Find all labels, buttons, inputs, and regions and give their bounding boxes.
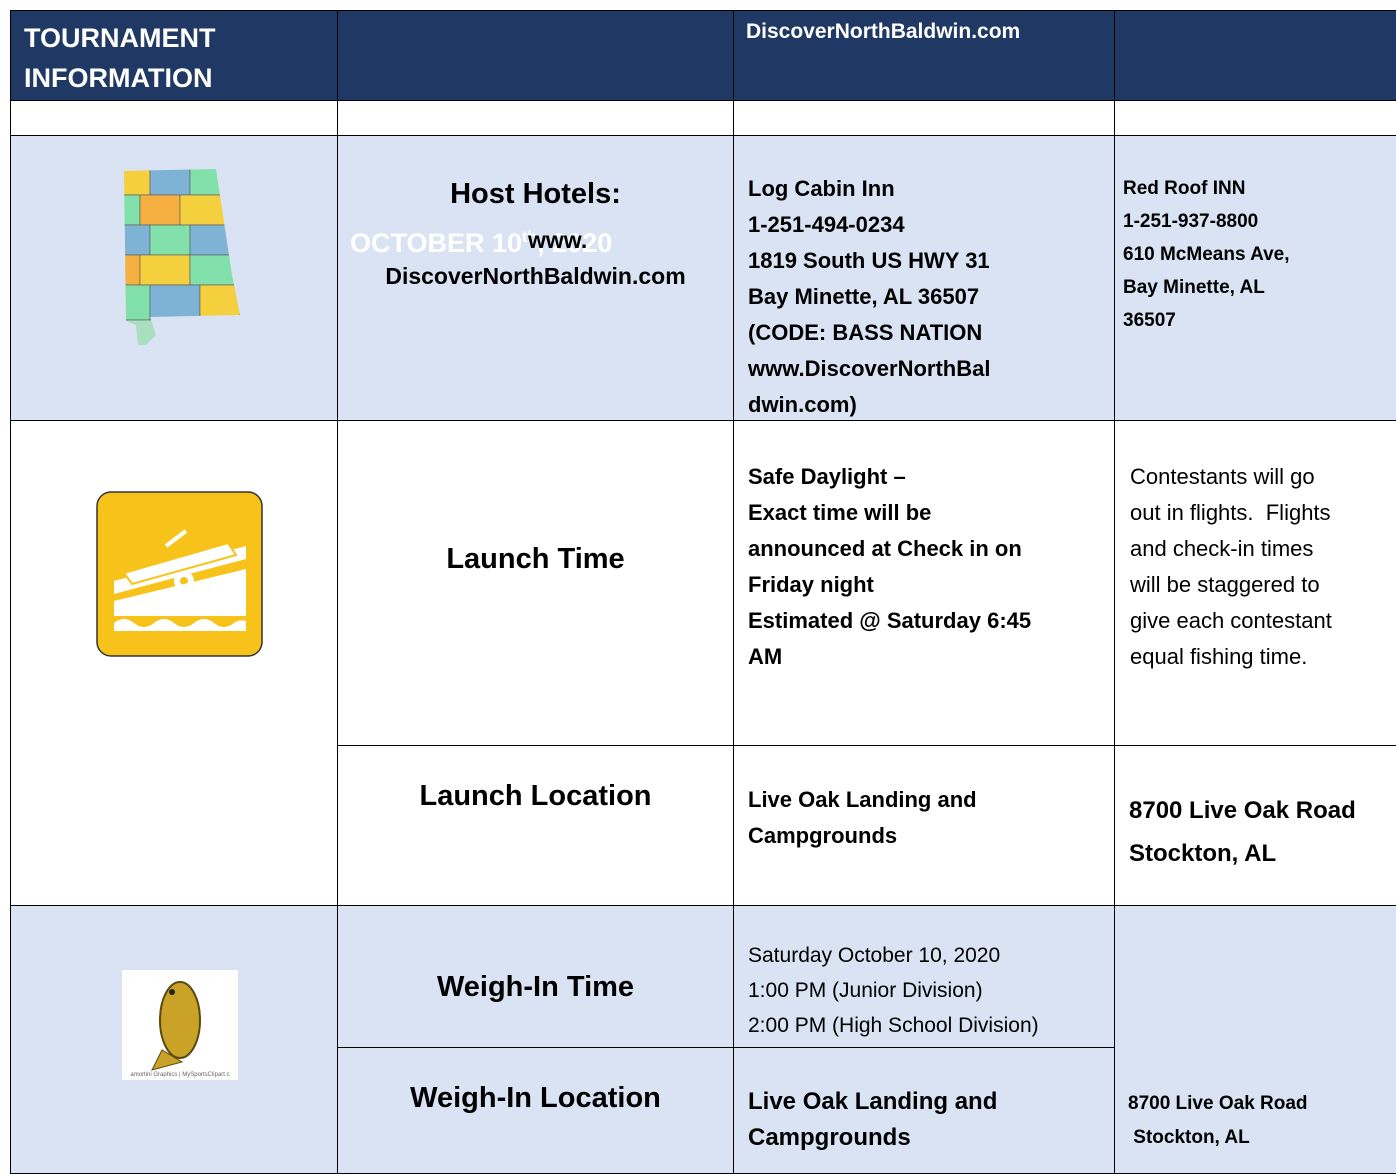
- header-line: OCTOBER 10th, 2020: [350, 218, 649, 263]
- cell: [337, 420, 734, 746]
- cell: [733, 135, 1115, 421]
- text-line: Safe Daylight –: [748, 464, 906, 489]
- detail-text: Safe Daylight – Exact time will be announc…: [748, 459, 1031, 675]
- detail-text: Live Oak Landing and Campgrounds: [748, 782, 977, 854]
- row-label: www.: [528, 227, 588, 253]
- text-line: Friday night: [748, 572, 874, 597]
- row-label: Weigh-In Location: [410, 1082, 661, 1114]
- text-line: Stockton, AL: [1129, 840, 1277, 867]
- text-line: Live Oak Landing and: [748, 787, 977, 812]
- text-line: Log Cabin Inn: [748, 176, 895, 201]
- detail-text: Log Cabin Inn 1-251-494-0234 1819 South US…: [748, 171, 990, 423]
- text-line: announced at Check in on: [748, 536, 1022, 561]
- extra-text: 8700 Live Oak Road Stockton, AL: [1129, 789, 1356, 875]
- text-line: out in flights. Flights: [1130, 500, 1331, 525]
- text-line: 1:00 PM (Junior Division): [748, 979, 983, 1002]
- text-line: Red Roof INN: [1123, 178, 1246, 199]
- cell: [337, 745, 734, 906]
- row-label: Launch Time: [446, 543, 625, 575]
- empty-cell: [1114, 100, 1396, 136]
- text-line: 1819 South US HWY 31: [748, 248, 990, 273]
- text-line: 610 McMeans Ave,: [1123, 244, 1290, 265]
- text-line: TOURNAMENT: [24, 23, 216, 53]
- text-line: 8700 Live Oak Road: [1129, 797, 1356, 824]
- row-label: DiscoverNorthBaldwin.com: [385, 263, 686, 289]
- cell: [337, 1047, 734, 1174]
- header-text: TOURNAMENT INFORMATION: [24, 18, 216, 98]
- cell: [733, 1047, 1115, 1174]
- extra-text: Contestants will go out in flights. Fligh…: [1130, 459, 1332, 675]
- row-label: Weigh-In Time: [436, 971, 635, 1003]
- text-line: AM: [748, 644, 783, 669]
- boat-launch-icon: [96, 491, 263, 657]
- cell: [337, 905, 734, 1048]
- header-cell: [1114, 10, 1396, 101]
- header-cell: [337, 10, 734, 101]
- text: th: [522, 229, 538, 246]
- text-line: 2:00 PM (High School Division): [748, 1014, 1039, 1037]
- text-line: INFORMATION: [24, 63, 213, 93]
- text-line: www.DiscoverNorthBal: [748, 356, 991, 381]
- row-label: Host Hotels:: [450, 178, 621, 210]
- header-cell: [10, 10, 338, 101]
- text: OCTOBER 10: [350, 228, 523, 258]
- header-text: TENSAW RIVER/DELTA OCTOBER 10th, 2020: [350, 18, 649, 343]
- text-line: Campgrounds: [748, 823, 898, 848]
- text-line: Contestants will go: [1130, 464, 1315, 489]
- text-line: equal fishing time.: [1130, 644, 1308, 669]
- alabama-map: [124, 169, 240, 345]
- text-line: (CODE: BASS NATION: [748, 320, 983, 345]
- text-line: Saturday October 10, 2020: [748, 944, 1001, 967]
- text-line: Estimated @ Saturday 6:45: [748, 608, 1032, 633]
- extra-text: 8700 Live Oak Road Stockton, AL: [1128, 1087, 1308, 1155]
- header-line: TENSAW RIVER/DELTA: [350, 103, 650, 133]
- text-line: Live Oak Landing and: [748, 1088, 998, 1115]
- cell: [1114, 135, 1396, 421]
- text-line: Exact time will be: [748, 500, 932, 525]
- text-line: 36507: [1123, 310, 1176, 331]
- header-text: DiscoverNorthBaldwin.com: [746, 20, 1021, 43]
- text-line: give each contestant: [1130, 608, 1332, 633]
- text-line: Stockton, AL: [1128, 1127, 1250, 1148]
- empty-cell: [733, 100, 1115, 136]
- row-label: Launch Location: [419, 780, 652, 812]
- cell: [733, 905, 1115, 1048]
- text-line: will be staggered to: [1130, 572, 1320, 597]
- empty-cell: [10, 100, 338, 136]
- text-line: Bay Minette, AL: [1123, 277, 1265, 298]
- cell: [337, 135, 734, 421]
- text-line: 8700 Live Oak Road: [1128, 1093, 1308, 1114]
- text-line: 1-251-494-0234: [748, 212, 905, 237]
- detail-text: Live Oak Landing and Campgrounds: [748, 1084, 997, 1156]
- text-line: dwin.com): [748, 392, 857, 417]
- extra-text: Red Roof INN 1-251-937-8800 610 McMeans Av…: [1123, 172, 1290, 337]
- cell: [1114, 905, 1396, 1174]
- detail-text: Saturday October 10, 2020 1:00 PM (Junior…: [748, 938, 1039, 1043]
- image-caption: amortini Graphics | MySportsClipart.c: [130, 1072, 229, 1078]
- text: , 2020: [537, 228, 613, 258]
- text-line: Campgrounds: [748, 1124, 911, 1151]
- text-line: 1-251-937-8800: [1123, 211, 1259, 232]
- text-line: Bay Minette, AL 36507: [748, 284, 980, 309]
- fish-image: amortini Graphics | MySportsClipart.c: [122, 970, 238, 1080]
- text-line: and check-in times: [1130, 536, 1314, 561]
